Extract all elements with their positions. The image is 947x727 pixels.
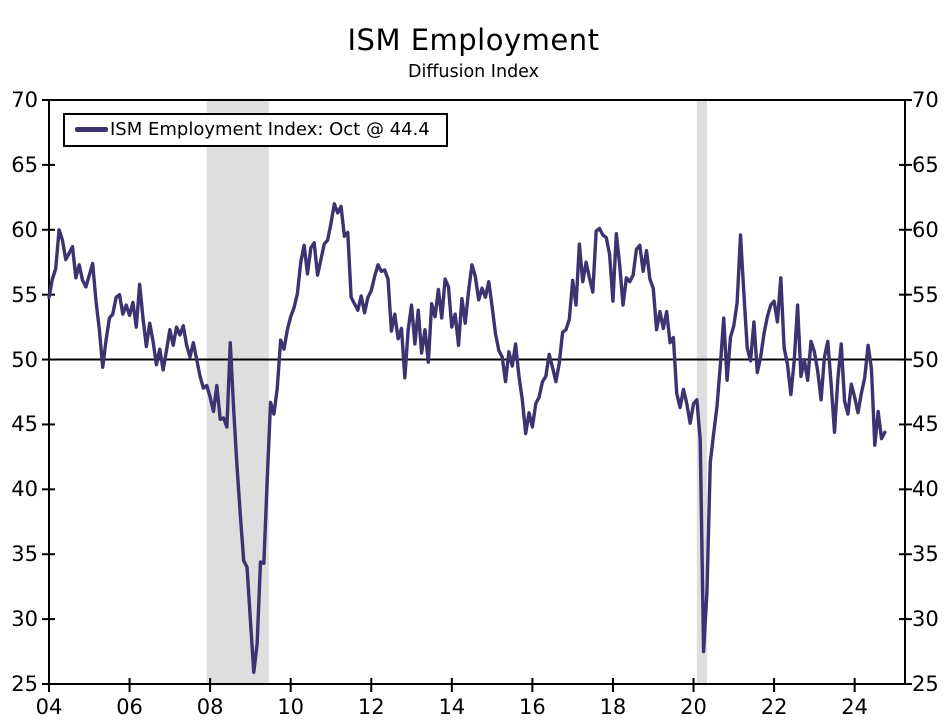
recession-band xyxy=(696,100,707,684)
legend-line-swatch xyxy=(75,127,108,132)
y-tick-label-left: 25 xyxy=(11,672,38,696)
x-tick-label: 12 xyxy=(357,695,385,719)
x-tick-label: 06 xyxy=(116,695,143,719)
x-tick-label: 14 xyxy=(438,695,466,719)
y-tick-label-right: 35 xyxy=(912,542,939,567)
y-tick-label-left: 45 xyxy=(11,412,38,437)
x-tick-label: 20 xyxy=(680,695,707,719)
y-tick-label-left: 40 xyxy=(11,477,38,502)
x-tick-label: 16 xyxy=(519,695,546,719)
legend-label: ISM Employment Index: Oct @ 44.4 xyxy=(110,119,430,140)
x-tick-label: 18 xyxy=(599,695,627,719)
x-tick-label: 22 xyxy=(760,695,788,719)
x-tick-label: 10 xyxy=(277,695,305,719)
chart-title: ISM Employment xyxy=(347,23,600,57)
y-tick-label-left: 70 xyxy=(11,88,38,112)
y-tick-label-right: 45 xyxy=(912,412,939,437)
x-tick-label: 24 xyxy=(841,695,868,719)
y-tick-label-left: 65 xyxy=(11,152,38,177)
series-line xyxy=(47,202,887,675)
y-tick-label-right: 65 xyxy=(912,152,939,177)
y-tick-label-left: 55 xyxy=(11,282,38,307)
x-tick-label: 08 xyxy=(196,695,224,719)
y-tick-label-right: 50 xyxy=(912,347,939,372)
chart-subtitle: Diffusion Index xyxy=(407,62,539,82)
y-tick-label-left: 35 xyxy=(11,542,38,567)
y-tick-label-right: 60 xyxy=(912,217,939,242)
y-tick-label-left: 30 xyxy=(11,607,38,632)
x-tick-label: 04 xyxy=(35,695,63,719)
y-tick-label-right: 55 xyxy=(912,282,939,307)
y-tick-label-right: 25 xyxy=(912,672,939,696)
y-tick-label-left: 50 xyxy=(11,347,38,372)
y-tick-label-left: 60 xyxy=(11,217,38,242)
y-tick-label-right: 30 xyxy=(912,607,939,632)
y-tick-label-right: 40 xyxy=(912,477,939,502)
y-tick-label-right: 70 xyxy=(912,88,939,112)
legend: ISM Employment Index: Oct @ 44.4 xyxy=(63,113,448,147)
plot-border xyxy=(48,99,906,685)
